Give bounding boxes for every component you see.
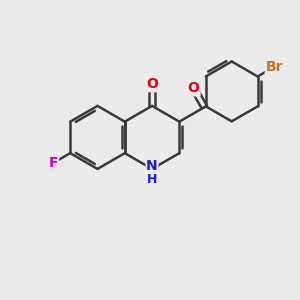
Text: O: O [188,82,200,95]
Text: F: F [49,156,58,170]
Text: O: O [146,77,158,91]
Text: Br: Br [266,60,283,74]
Text: N: N [146,160,158,173]
Text: H: H [147,173,157,186]
